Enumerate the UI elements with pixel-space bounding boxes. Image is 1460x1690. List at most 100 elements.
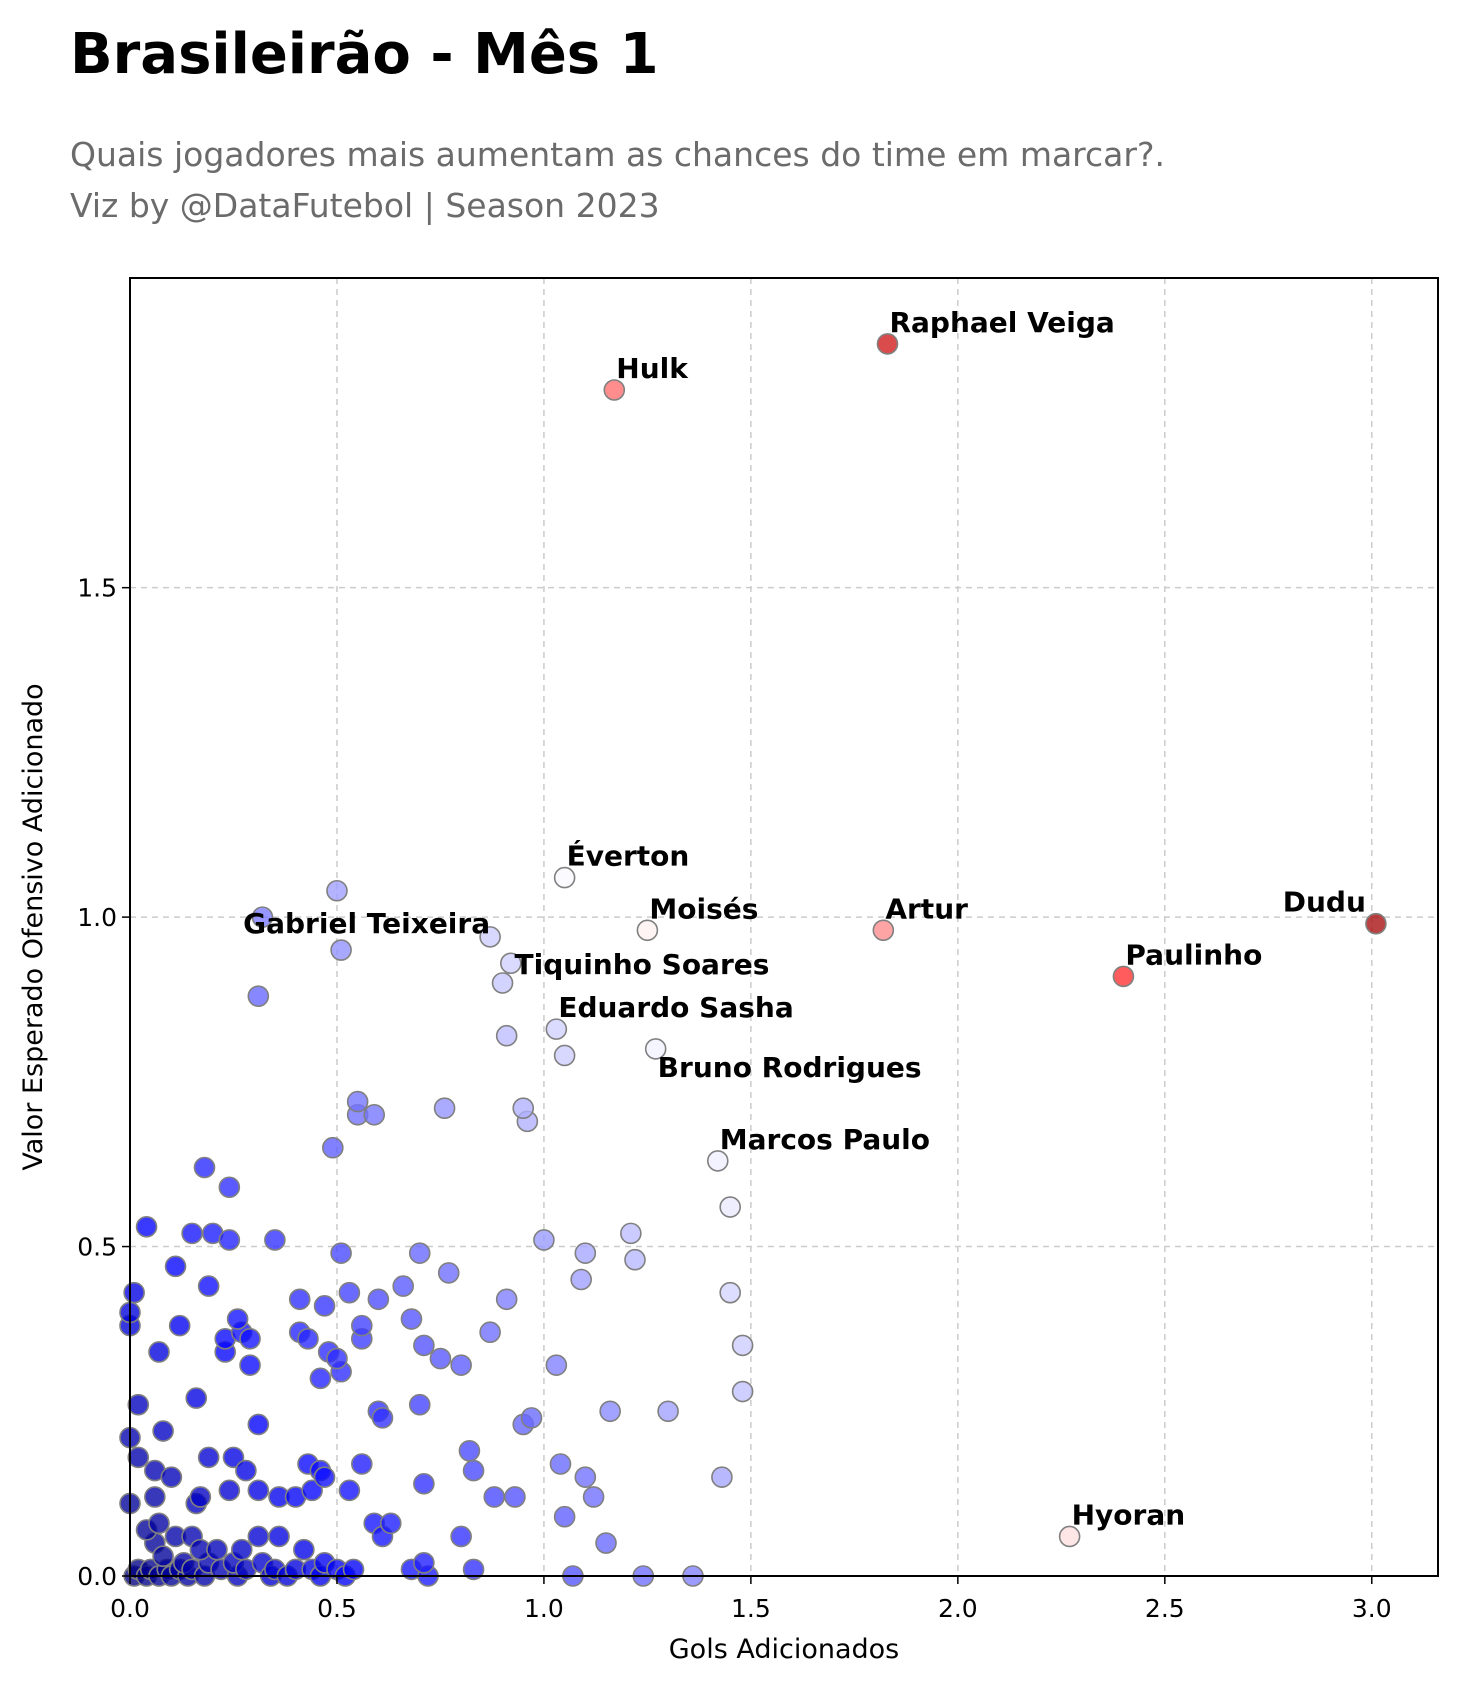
- data-point: [504, 1486, 526, 1508]
- data-point: [160, 1466, 183, 1488]
- data-point: [462, 1459, 485, 1482]
- data-point: [512, 1097, 535, 1119]
- data-point: [371, 1407, 394, 1429]
- data-point: [413, 1552, 435, 1574]
- player-label: Artur: [885, 892, 968, 925]
- data-point: [1365, 912, 1387, 935]
- player-label: Paulinho: [1125, 938, 1262, 971]
- data-point: [582, 1486, 605, 1508]
- data-point: [553, 1505, 576, 1528]
- data-point: [164, 1255, 187, 1278]
- x-tick-label: 0.5: [317, 1594, 357, 1623]
- data-point: [553, 1044, 576, 1067]
- data-point: [400, 1308, 423, 1330]
- data-point: [247, 1525, 270, 1548]
- data-point: [247, 1479, 270, 1502]
- y-tick-label: 0.0: [77, 1562, 117, 1591]
- y-axis-label: Valor Esperado Ofensivo Adicionado: [18, 683, 49, 1170]
- y-tick-label: 1.0: [77, 903, 117, 932]
- chart-title: Brasileirão - Mês 1: [70, 22, 659, 87]
- x-tick-label: 2.0: [938, 1594, 978, 1623]
- data-point: [719, 1281, 741, 1304]
- data-point: [483, 1486, 506, 1508]
- data-point: [168, 1314, 191, 1337]
- player-label: Hyoran: [1072, 1498, 1186, 1531]
- data-point: [731, 1380, 754, 1403]
- data-point: [330, 1242, 352, 1264]
- data-point: [599, 1400, 621, 1423]
- data-point: [326, 1347, 348, 1370]
- player-label: Eduardo Sasha: [558, 991, 793, 1024]
- data-point: [152, 1420, 174, 1442]
- player-label: Marcos Paulo: [720, 1123, 930, 1156]
- data-point: [570, 1268, 592, 1291]
- data-point: [1058, 1525, 1081, 1548]
- player-label: Gabriel Teixeira: [243, 907, 490, 940]
- data-point: [711, 1466, 733, 1488]
- y-tick-label: 1.5: [77, 574, 117, 603]
- data-point: [197, 1275, 220, 1297]
- data-point: [437, 1262, 460, 1284]
- data-point: [338, 1479, 361, 1502]
- player-label: Dudu: [1283, 886, 1366, 919]
- data-point: [433, 1097, 456, 1119]
- data-point: [350, 1453, 373, 1475]
- player-label: Bruno Rodrigues: [658, 1051, 922, 1084]
- data-point: [574, 1242, 597, 1264]
- data-point: [495, 1024, 518, 1047]
- data-point: [731, 1334, 754, 1357]
- data-point: [350, 1314, 373, 1337]
- data-point: [367, 1288, 390, 1311]
- point-labels: Raphael Veiga Hulk Éverton Moisés Artur Dudu P…: [243, 306, 1366, 1532]
- data-point: [553, 866, 576, 889]
- data-point: [313, 1295, 336, 1317]
- y-tick-label: 0.5: [77, 1233, 117, 1262]
- data-point: [235, 1459, 257, 1482]
- data-point: [218, 1229, 241, 1251]
- data-point: [876, 333, 899, 355]
- data-point: [363, 1103, 386, 1126]
- data-point: [251, 906, 274, 928]
- data-point: [620, 1222, 642, 1245]
- data-point: [144, 1486, 166, 1508]
- data-point: [450, 1525, 472, 1548]
- data-point: [127, 1446, 150, 1469]
- x-tick-label: 3.0: [1352, 1594, 1392, 1623]
- data-point: [222, 1446, 245, 1469]
- x-tick-label: 1.0: [524, 1594, 564, 1623]
- data-point: [392, 1275, 414, 1297]
- data-point: [268, 1525, 290, 1548]
- data-point: [288, 1288, 311, 1311]
- chart-credit: Viz by @DataFutebol | Season 2023: [70, 186, 660, 225]
- x-tick-label: 1.5: [731, 1594, 771, 1623]
- data-point: [148, 1512, 170, 1535]
- data-point: [218, 1176, 241, 1199]
- data-point: [226, 1308, 249, 1330]
- x-tick-label: 2.5: [1145, 1594, 1185, 1623]
- data-point: [218, 1479, 241, 1502]
- data-point: [408, 1393, 431, 1416]
- data-point: [230, 1538, 253, 1561]
- data-point: [624, 1248, 646, 1271]
- data-point: [127, 1393, 150, 1416]
- data-point: [206, 1538, 228, 1561]
- data-point: [309, 1367, 332, 1390]
- data-point: [297, 1328, 319, 1350]
- data-point: [450, 1354, 472, 1376]
- data-point: [148, 1341, 170, 1363]
- player-label: Moisés: [649, 892, 758, 925]
- data-point: [123, 1281, 145, 1304]
- data-point: [520, 1407, 543, 1429]
- data-point: [479, 926, 501, 948]
- data-point: [181, 1222, 203, 1245]
- data-point: [479, 1321, 501, 1344]
- data-point: [413, 1334, 435, 1357]
- player-label: Hulk: [616, 352, 689, 385]
- data-point: [533, 1229, 555, 1251]
- data-point: [603, 379, 626, 401]
- plot-frame: [129, 277, 1439, 1577]
- data-point: [462, 1558, 485, 1581]
- data-point: [719, 1196, 741, 1218]
- data-point: [247, 985, 270, 1007]
